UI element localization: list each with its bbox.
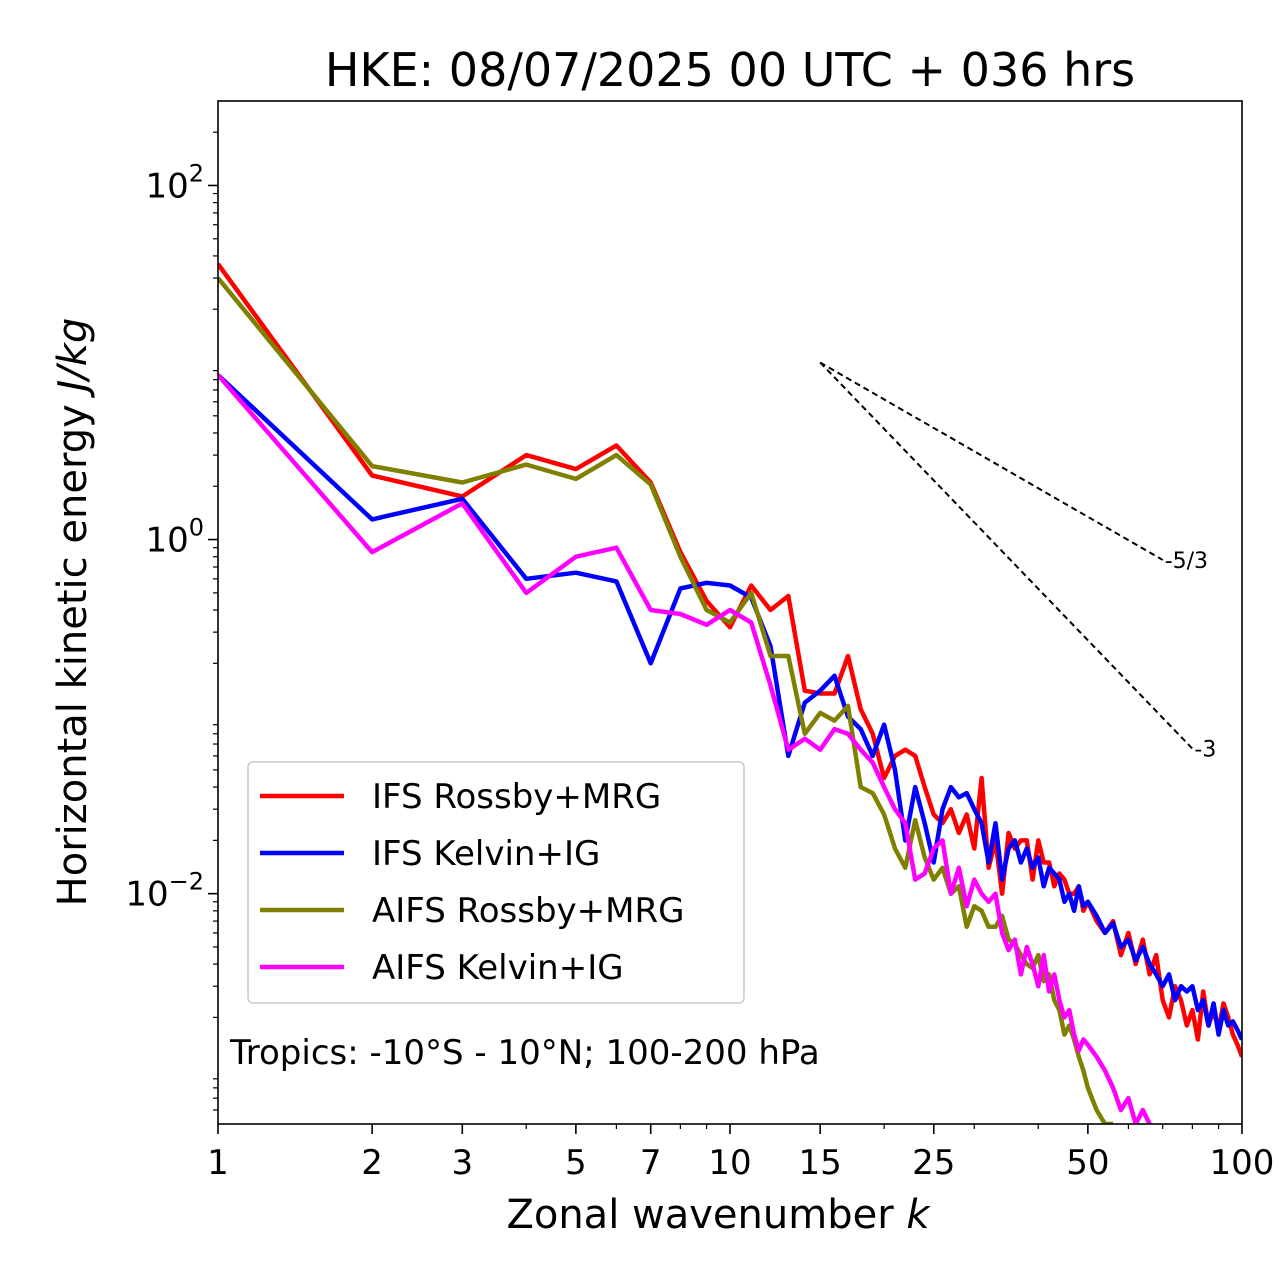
x-tick-label: 5 bbox=[565, 1143, 587, 1183]
region-annotation: Tropics: -10°S - 10°N; 100-200 hPa bbox=[229, 1033, 820, 1073]
y-tick-label: 10−2 bbox=[125, 868, 204, 915]
legend-box bbox=[247, 761, 745, 1004]
axis-ticks: 1 2 3 5 7 10 15 25 50 100 10−2 100 102 bbox=[125, 131, 1275, 1183]
y-tick-label: 100 bbox=[145, 514, 204, 561]
y-tick-label: 102 bbox=[145, 159, 204, 206]
legend-label: AIFS Rossby+MRG bbox=[372, 891, 684, 931]
chart-title: HKE: 08/07/2025 00 UTC + 036 hrs bbox=[325, 43, 1135, 97]
x-tick-label: 3 bbox=[451, 1143, 473, 1183]
reference-line bbox=[819, 361, 1164, 561]
legend-label: IFS Kelvin+IG bbox=[372, 834, 600, 874]
series-line bbox=[218, 373, 1242, 1041]
chart-legend: IFS Rossby+MRG IFS Kelvin+IG AIFS Rossby+M… bbox=[247, 761, 745, 1004]
x-tick-label: 50 bbox=[1066, 1143, 1109, 1183]
y-axis-label: Horizontal kinetic energy J/kg bbox=[50, 318, 96, 907]
x-tick-label: 100 bbox=[1210, 1143, 1275, 1183]
x-axis-label: Zonal wavenumber k bbox=[506, 1192, 931, 1238]
legend-label: AIFS Kelvin+IG bbox=[372, 948, 624, 988]
x-tick-label: 7 bbox=[640, 1143, 662, 1183]
plot-frame bbox=[217, 100, 1243, 1125]
x-tick-label: 15 bbox=[799, 1143, 842, 1183]
x-tick-label: 1 bbox=[207, 1143, 229, 1183]
x-tick-label: 25 bbox=[912, 1143, 955, 1183]
x-tick-label: 10 bbox=[708, 1143, 751, 1183]
reference-line-label: -5/3 bbox=[1165, 549, 1208, 574]
series-line bbox=[218, 373, 1152, 1124]
reference-slope-lines: -5/3 -3 bbox=[819, 361, 1216, 763]
series-lines bbox=[218, 262, 1242, 1124]
reference-line-label: -3 bbox=[1194, 738, 1216, 763]
legend-label: IFS Rossby+MRG bbox=[372, 777, 661, 817]
x-tick-label: 2 bbox=[361, 1143, 383, 1183]
